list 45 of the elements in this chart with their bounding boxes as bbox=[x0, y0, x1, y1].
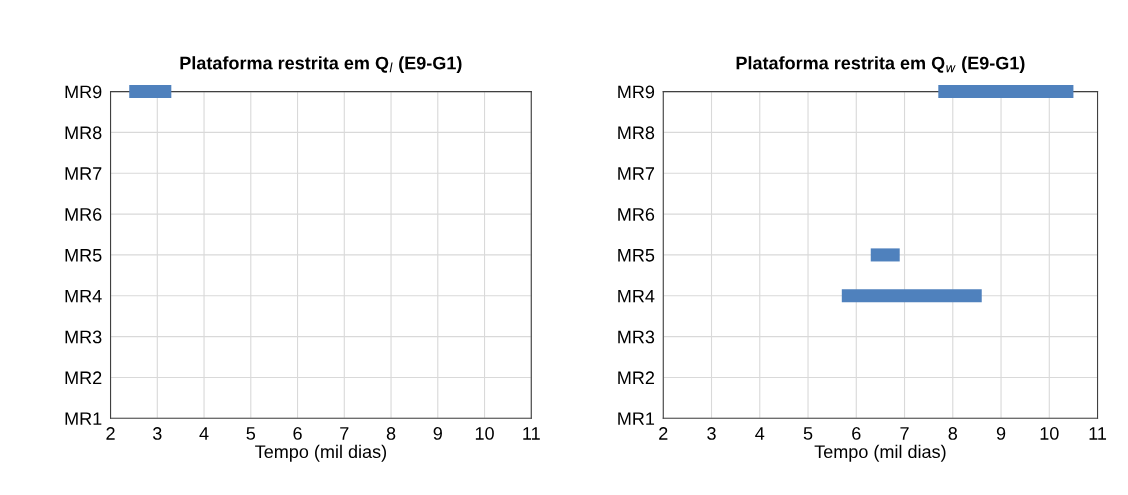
x-tick-label: 7 bbox=[340, 427, 349, 440]
y-tick-label: MR1 bbox=[65, 412, 102, 425]
y-tick-label: MR3 bbox=[65, 330, 102, 344]
y-tick-label: MR4 bbox=[65, 289, 102, 303]
y-tick-label: MR9 bbox=[618, 85, 655, 99]
x-tick-label: 8 bbox=[948, 427, 958, 440]
y-tick-label: MR1 bbox=[618, 412, 655, 425]
chart-title: Plataforma restrita em Q$_{l}$ (E9-G1) bbox=[180, 56, 462, 73]
y-tick-label: MR6 bbox=[618, 208, 655, 221]
y-tick-label: MR5 bbox=[65, 249, 102, 262]
x-axis-title: Tempo (mil dias) bbox=[255, 444, 387, 462]
x-tick-label: 2 bbox=[659, 427, 668, 440]
y-tick-label: MR7 bbox=[618, 167, 655, 180]
y-tick-label: MR9 bbox=[65, 85, 102, 99]
bar bbox=[938, 85, 1074, 99]
x-tick-label: 6 bbox=[293, 427, 302, 440]
x-tick-label: 4 bbox=[199, 427, 209, 440]
chart-title: Plataforma restrita em Q$_{w}$ (E9-G1) bbox=[736, 56, 1025, 73]
x-tick-label: 3 bbox=[152, 427, 162, 440]
y-tick-label: MR8 bbox=[618, 126, 655, 140]
y-tick-label: MR3 bbox=[618, 330, 655, 344]
y-tick-label: MR5 bbox=[618, 249, 655, 262]
x-tick-label: 9 bbox=[996, 427, 1006, 440]
x-tick-label: 11 bbox=[1089, 427, 1107, 440]
y-tick-label: MR8 bbox=[65, 126, 102, 140]
x-tick-label: 9 bbox=[433, 427, 442, 440]
x-tick-label: 3 bbox=[707, 427, 716, 440]
x-tick-label: 10 bbox=[475, 427, 494, 440]
x-tick-label: 2 bbox=[106, 427, 115, 440]
x-axis-title: Tempo (mil dias) bbox=[814, 444, 946, 462]
y-tick-label: MR2 bbox=[65, 371, 102, 384]
x-tick-label: 11 bbox=[523, 427, 540, 440]
x-tick-label: 7 bbox=[900, 427, 909, 440]
bar bbox=[870, 248, 900, 262]
y-tick-label: MR4 bbox=[618, 289, 655, 303]
y-tick-label: MR2 bbox=[618, 371, 655, 384]
x-tick-label: 6 bbox=[852, 427, 861, 440]
x-tick-label: 10 bbox=[1040, 427, 1059, 440]
x-tick-label: 5 bbox=[803, 427, 813, 440]
y-tick-label: MR6 bbox=[65, 208, 102, 221]
bar bbox=[841, 289, 982, 303]
y-tick-label: MR7 bbox=[65, 167, 102, 180]
x-tick-label: 5 bbox=[246, 427, 256, 440]
x-tick-label: 4 bbox=[755, 427, 765, 440]
x-tick-label: 8 bbox=[386, 427, 396, 440]
